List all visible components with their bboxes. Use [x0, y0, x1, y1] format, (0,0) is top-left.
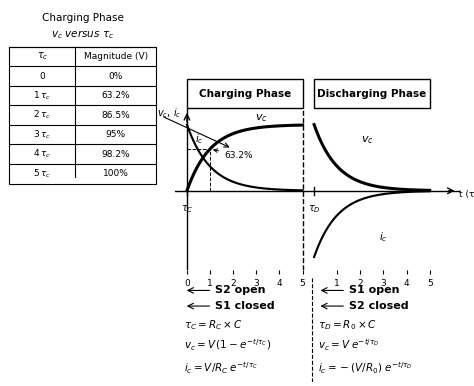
Text: 95%: 95%: [106, 130, 126, 139]
Text: $\tau_C = R_C \times C$: $\tau_C = R_C \times C$: [184, 318, 243, 332]
Text: 63.2%: 63.2%: [101, 91, 130, 100]
Text: $5\,\tau_c$: $5\,\tau_c$: [33, 168, 51, 180]
Text: $3\,\tau_c$: $3\,\tau_c$: [33, 129, 51, 141]
Text: Charging Phase: Charging Phase: [199, 89, 291, 98]
Text: $\tau_D$: $\tau_D$: [308, 203, 320, 215]
Text: $\tau_c$: $\tau_c$: [36, 51, 48, 63]
Text: $v_c$: $v_c$: [361, 134, 374, 146]
Text: 86.5%: 86.5%: [101, 111, 130, 120]
Text: $i_c = V / R_C\; e^{-t/\tau_C}$: $i_c = V / R_C\; e^{-t/\tau_C}$: [184, 361, 258, 376]
Text: $v_c = V\,(1 - e^{-t/\tau_C})$: $v_c = V\,(1 - e^{-t/\tau_C})$: [184, 338, 271, 353]
Bar: [9, 47, 156, 183]
Text: S2 open: S2 open: [215, 285, 266, 295]
Text: S1 open: S1 open: [349, 285, 400, 295]
Text: $1\,\tau_c$: $1\,\tau_c$: [33, 90, 51, 102]
Text: 100%: 100%: [103, 169, 129, 178]
Text: 63.2%: 63.2%: [214, 149, 253, 160]
Text: $v_c$ versus $\tau_c$: $v_c$ versus $\tau_c$: [51, 28, 115, 41]
Text: 98.2%: 98.2%: [101, 150, 130, 159]
Text: S1 closed: S1 closed: [215, 301, 275, 311]
Text: $4\,\tau_c$: $4\,\tau_c$: [33, 148, 51, 161]
Text: $v_c = V\; e^{-t/\tau_D}$: $v_c = V\; e^{-t/\tau_D}$: [318, 338, 379, 354]
Text: Charging Phase: Charging Phase: [42, 13, 124, 23]
Text: $i_c$: $i_c$: [379, 230, 388, 244]
Text: $v_c$, $i_c$: $v_c$, $i_c$: [157, 106, 181, 120]
Text: Magnitude (V): Magnitude (V): [84, 52, 148, 61]
Text: $v_c$: $v_c$: [255, 112, 267, 124]
Text: $\tau_D = R_0 \times C$: $\tau_D = R_0 \times C$: [318, 318, 376, 332]
Text: $\tau_C$: $\tau_C$: [181, 203, 193, 215]
Text: Discharging Phase: Discharging Phase: [317, 89, 427, 98]
Text: 0%: 0%: [109, 71, 123, 81]
Text: t (τ): t (τ): [459, 190, 474, 199]
Text: $i_c = -(V / R_0)\; e^{-t/\tau_D}$: $i_c = -(V / R_0)\; e^{-t/\tau_D}$: [318, 361, 412, 376]
Text: S2 closed: S2 closed: [349, 301, 409, 311]
Text: $i_c$: $i_c$: [195, 132, 204, 146]
Text: 0: 0: [39, 71, 45, 81]
Text: $2\,\tau_c$: $2\,\tau_c$: [33, 109, 51, 121]
